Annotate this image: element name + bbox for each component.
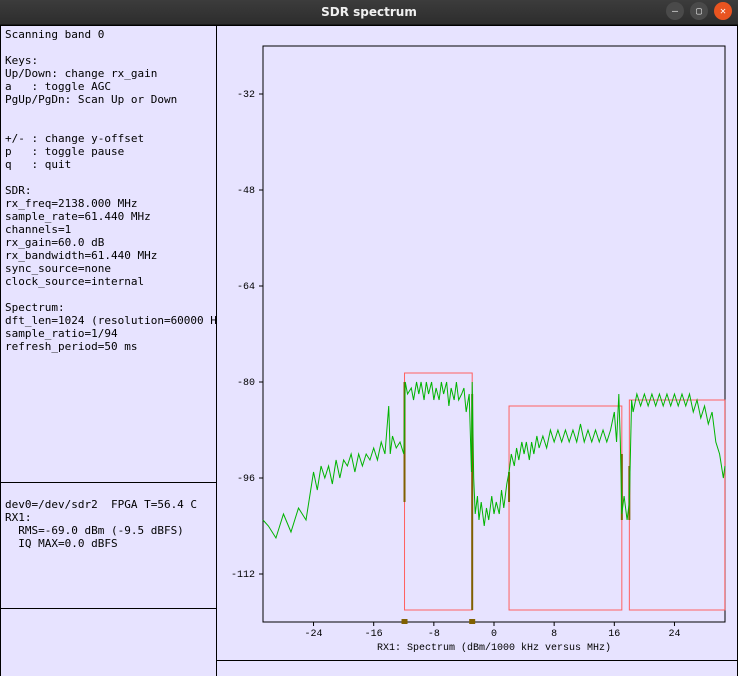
svg-text:-48: -48 <box>237 186 255 197</box>
svg-text:-112: -112 <box>231 570 255 581</box>
info-panel-bottom <box>0 609 216 676</box>
svg-text:RX1: Spectrum (dBm/1000 kHz ve: RX1: Spectrum (dBm/1000 kHz versus MHz) <box>377 642 611 654</box>
svg-text:24: 24 <box>668 629 680 640</box>
svg-text:-24: -24 <box>305 629 323 640</box>
svg-text:-96: -96 <box>237 474 255 485</box>
plot-bottom-strip <box>216 661 738 676</box>
spectrum-list: dft_len=1024 (resolution=60000 Hz) sampl… <box>5 314 216 353</box>
right-column: -32-48-64-80-96-112-24-16-8081624RX1: Sp… <box>216 25 738 676</box>
svg-text:-16: -16 <box>365 629 383 640</box>
info-panel-device: dev0=/dev/sdr2 FPGA T=56.4 C RX1: RMS=-6… <box>0 483 216 609</box>
dev-line: dev0=/dev/sdr2 FPGA T=56.4 C <box>5 498 197 511</box>
spectrum-header: Spectrum: <box>5 301 65 314</box>
plot-svg: -32-48-64-80-96-112-24-16-8081624RX1: Sp… <box>217 26 737 660</box>
rx-list: RMS=-69.0 dBm (-9.5 dBFS) IQ MAX=0.0 dBF… <box>5 524 184 550</box>
rx-header: RX1: <box>5 511 32 524</box>
keys-header: Keys: <box>5 54 38 67</box>
svg-text:8: 8 <box>551 629 557 640</box>
svg-text:-32: -32 <box>237 90 255 101</box>
minimize-button[interactable]: – <box>666 2 684 20</box>
svg-text:16: 16 <box>608 629 620 640</box>
sdr-list: rx_freq=2138.000 MHz sample_rate=61.440 … <box>5 197 157 288</box>
svg-text:-8: -8 <box>428 629 440 640</box>
window-titlebar: SDR spectrum – ▢ ✕ <box>0 0 738 25</box>
app-root: Scanning band 0 Keys: Up/Down: change rx… <box>0 25 738 676</box>
sdr-header: SDR: <box>5 184 32 197</box>
left-column: Scanning band 0 Keys: Up/Down: change rx… <box>0 25 216 676</box>
keys-list: Up/Down: change rx_gain a : toggle AGC P… <box>5 67 177 171</box>
maximize-button[interactable]: ▢ <box>690 2 708 20</box>
close-button[interactable]: ✕ <box>714 2 732 20</box>
spectrum-plot: -32-48-64-80-96-112-24-16-8081624RX1: Sp… <box>216 25 738 661</box>
status-line: Scanning band 0 <box>5 28 104 41</box>
svg-text:0: 0 <box>491 629 497 640</box>
svg-text:-64: -64 <box>237 282 255 293</box>
window-controls: – ▢ ✕ <box>666 2 732 20</box>
info-panel-main: Scanning band 0 Keys: Up/Down: change rx… <box>0 25 216 483</box>
svg-text:-80: -80 <box>237 378 255 389</box>
window-title: SDR spectrum <box>0 5 738 19</box>
